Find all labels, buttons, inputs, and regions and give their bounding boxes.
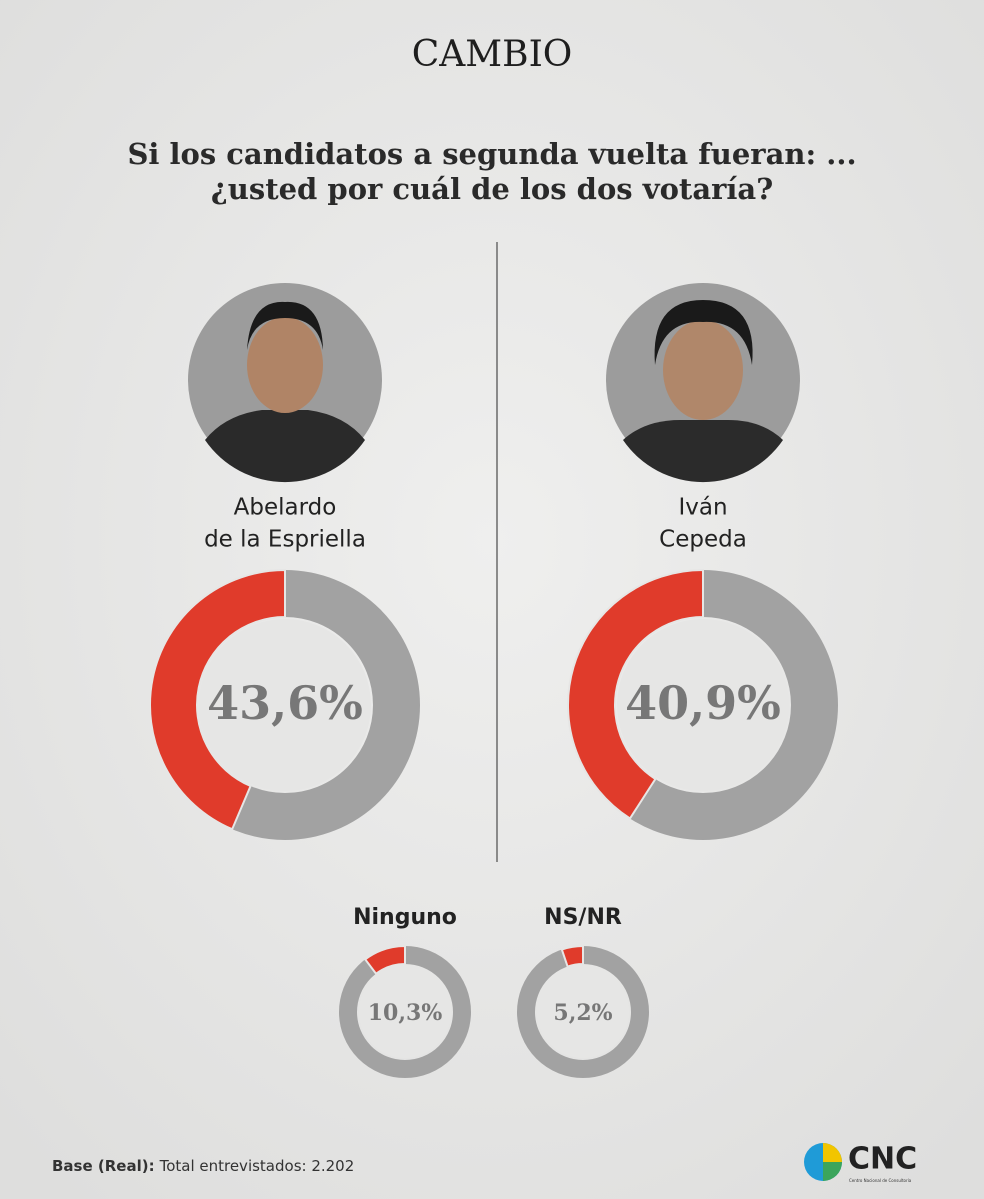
logo-name: CNC	[848, 1142, 917, 1177]
value-label: 10,3%	[368, 1000, 443, 1026]
donut-hole	[537, 966, 629, 1058]
candidate-name: de la Espriella	[204, 527, 366, 553]
value-label: 5,2%	[553, 1000, 612, 1026]
candidate-name: Abelardo	[234, 495, 337, 521]
photo	[188, 283, 382, 483]
question-line: ¿usted por cuál de los dos votaría?	[211, 172, 773, 206]
photo	[606, 283, 800, 483]
donut-hole	[617, 619, 789, 791]
candidate-name: Ninguno	[353, 905, 457, 930]
logo: CNC Centro Nacional de Consultoría	[804, 1142, 917, 1183]
donut-hole	[359, 966, 451, 1058]
footer-text: Total entrevistados: 2.202	[159, 1157, 355, 1175]
question-line: Si los candidatos a segunda vuelta fuera…	[127, 137, 856, 171]
logo-subtitle: Centro Nacional de Consultoría	[849, 1178, 912, 1183]
candidate-name: NS/NR	[544, 905, 622, 930]
donut-segment	[363, 944, 406, 976]
donut-segment	[560, 944, 584, 968]
candidate-name: Cepeda	[659, 527, 747, 553]
candidate-name: Iván	[678, 495, 727, 521]
donut-hole	[199, 619, 371, 791]
value-label: 40,9%	[625, 676, 781, 730]
brand: CAMBIO	[412, 34, 573, 75]
charts: Abelardo de la Espriella 43,6% Iván Cepeda 40…	[149, 495, 838, 1078]
footer-label: Base (Real):	[52, 1157, 155, 1175]
value-label: 43,6%	[207, 676, 363, 730]
donut-segment	[149, 568, 286, 831]
donut-segment	[567, 568, 704, 820]
footer: Base (Real): Total entrevistados: 2.202	[52, 1157, 354, 1175]
